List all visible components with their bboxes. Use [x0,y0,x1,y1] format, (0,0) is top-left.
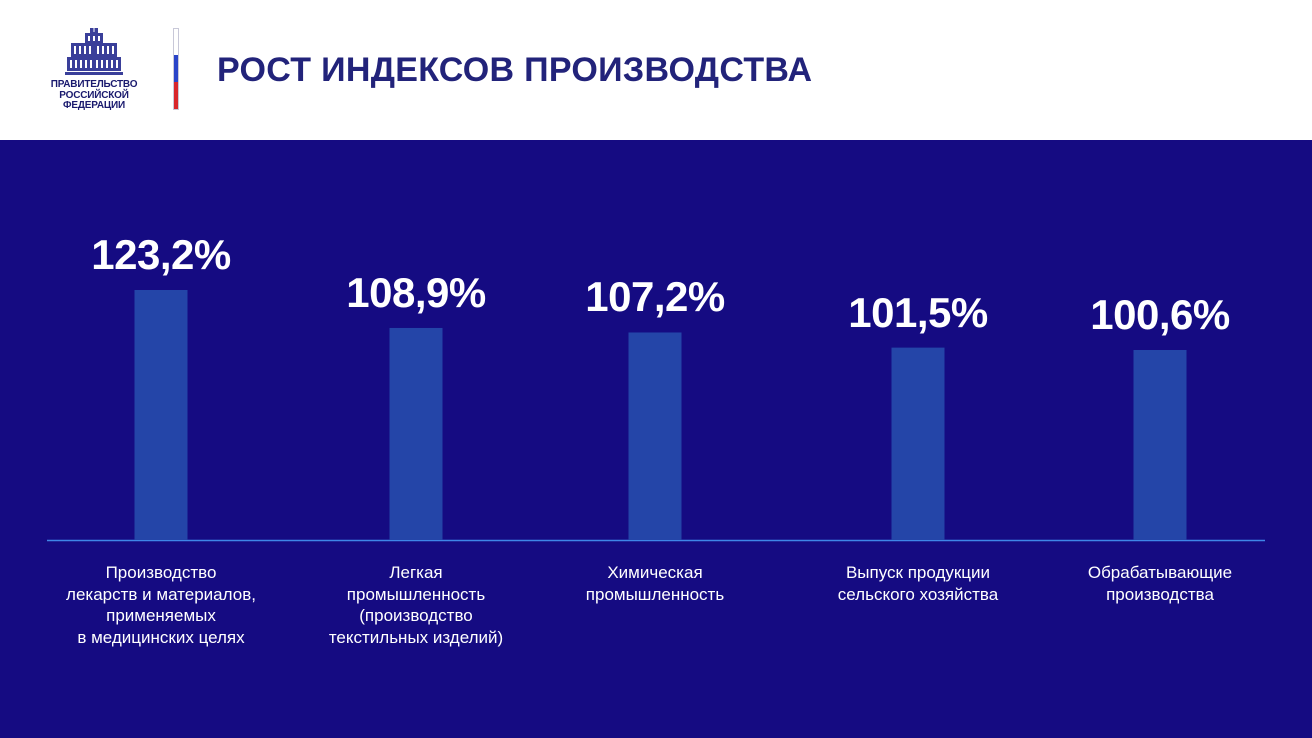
category-label: Обрабатывающие производства [1087,563,1233,604]
chart-panel: 123,2% Производство лекарств и материалов… [0,140,1312,738]
page-title: РОСТ ИНДЕКСОВ ПРОИЗВОДСТВА [217,51,813,89]
data-label: 107,2% [585,273,725,321]
bar [389,327,443,540]
logo-text: ПРАВИТЕЛЬСТВО РОССИЙСКОЙ ФЕДЕРАЦИИ [44,79,144,112]
government-logo: ПРАВИТЕЛЬСТВО РОССИЙСКОЙ ФЕДЕРАЦИИ [44,28,144,116]
logo-text-line: ФЕДЕРАЦИИ [63,100,125,111]
data-label: 101,5% [848,288,988,336]
category-label: Химическая промышленность [585,563,725,604]
bar [134,290,188,540]
data-label: 100,6% [1090,291,1230,338]
category-label: Выпуск продукции сельского хозяйства [837,563,999,604]
logo-text-line: ПРАВИТЕЛЬСТВО [50,79,138,90]
bar [891,347,945,540]
logo-text-line: РОССИЙСКОЙ [59,89,129,101]
category-label: Производство лекарств и материалов, прим… [66,563,256,647]
data-label: 108,9% [346,268,486,316]
russian-flag-stripe [173,28,179,110]
header: ПРАВИТЕЛЬСТВО РОССИЙСКОЙ ФЕДЕРАЦИИ РОСТ … [0,0,1312,140]
category-label: Легкая промышленность (производство текс… [328,563,504,647]
data-label: 123,2% [91,231,231,278]
bar [1133,350,1187,540]
bar-chart [47,290,1265,542]
government-building-icon [65,28,123,75]
bar [628,332,682,540]
